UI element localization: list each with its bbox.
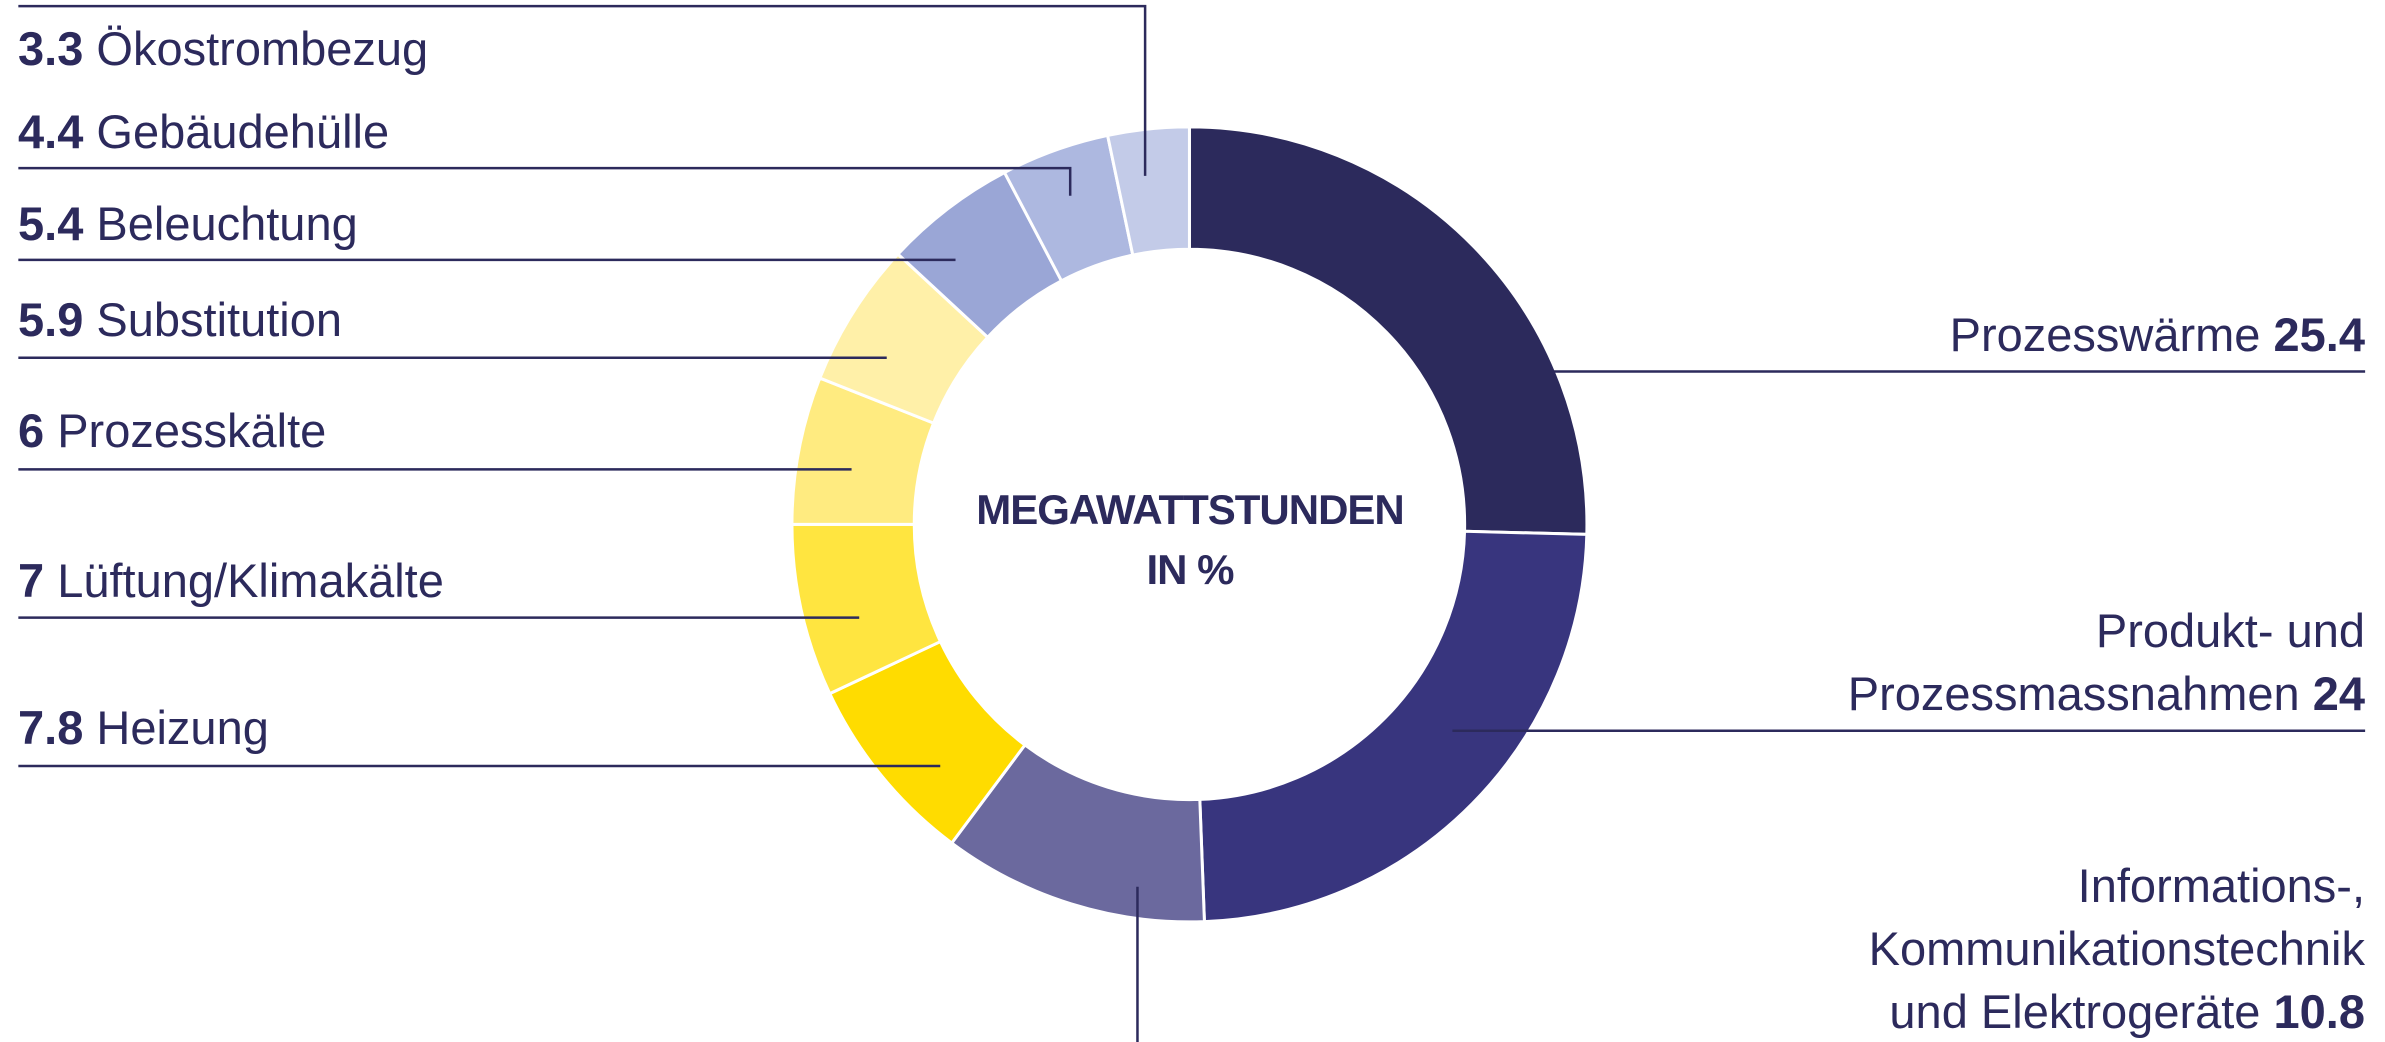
category-label: Lüftung/Klimakälte bbox=[57, 554, 444, 608]
category-label: Gebäudehülle bbox=[96, 104, 390, 158]
category-label: Beleuchtung bbox=[96, 196, 358, 250]
category-label: Informations-, Kommunikationstechnik und… bbox=[1868, 859, 2365, 1039]
category-label: Prozesskälte bbox=[57, 404, 327, 458]
leader-line bbox=[18, 4, 1147, 176]
slice-label: 5.4 Beleuchtung bbox=[18, 192, 358, 255]
value-label: 24 bbox=[2312, 667, 2365, 721]
category-label: Produkt- und Prozessmassnahmen bbox=[1847, 604, 2365, 721]
slice-label: Prozesswärme 25.4 bbox=[1665, 303, 2365, 366]
slice-label: 3.3 Ökostrombezug bbox=[18, 17, 428, 80]
value-label: 4.4 bbox=[18, 104, 84, 158]
value-label: 7 bbox=[18, 554, 45, 608]
value-label: 25.4 bbox=[2273, 308, 2365, 362]
chart-title: MEGAWATTSTUNDEN IN % bbox=[976, 486, 1405, 593]
value-label: 5.9 bbox=[18, 292, 84, 346]
slice-label: 6 Prozesskälte bbox=[18, 399, 326, 462]
donut-segment bbox=[1187, 125, 1589, 536]
slice-label: 4.4 Gebäudehülle bbox=[18, 100, 389, 163]
slice-label: Produkt- und Prozessmassnahmen 24 bbox=[1765, 599, 2365, 725]
value-label: 7.8 bbox=[18, 701, 84, 755]
category-label: Prozesswärme bbox=[1949, 308, 2261, 362]
value-label: 10.8 bbox=[2273, 985, 2365, 1039]
value-label: 5.4 bbox=[18, 196, 84, 250]
donut-segment bbox=[1198, 529, 1589, 924]
slice-label: Informations-, Kommunikationstechnik und… bbox=[1815, 854, 2365, 1042]
category-label: Ökostrombezug bbox=[96, 22, 429, 76]
category-label: Substitution bbox=[96, 292, 343, 346]
slice-label: 7 Lüftung/Klimakälte bbox=[18, 549, 444, 612]
value-label: 3.3 bbox=[18, 22, 84, 76]
slice-label: 5.9 Substitution bbox=[18, 288, 342, 351]
value-label: 6 bbox=[18, 404, 45, 458]
leader-line bbox=[18, 166, 1072, 196]
category-label: Heizung bbox=[96, 701, 269, 755]
slice-label: 7.8 Heizung bbox=[18, 696, 269, 759]
donut-segment bbox=[1105, 125, 1191, 257]
